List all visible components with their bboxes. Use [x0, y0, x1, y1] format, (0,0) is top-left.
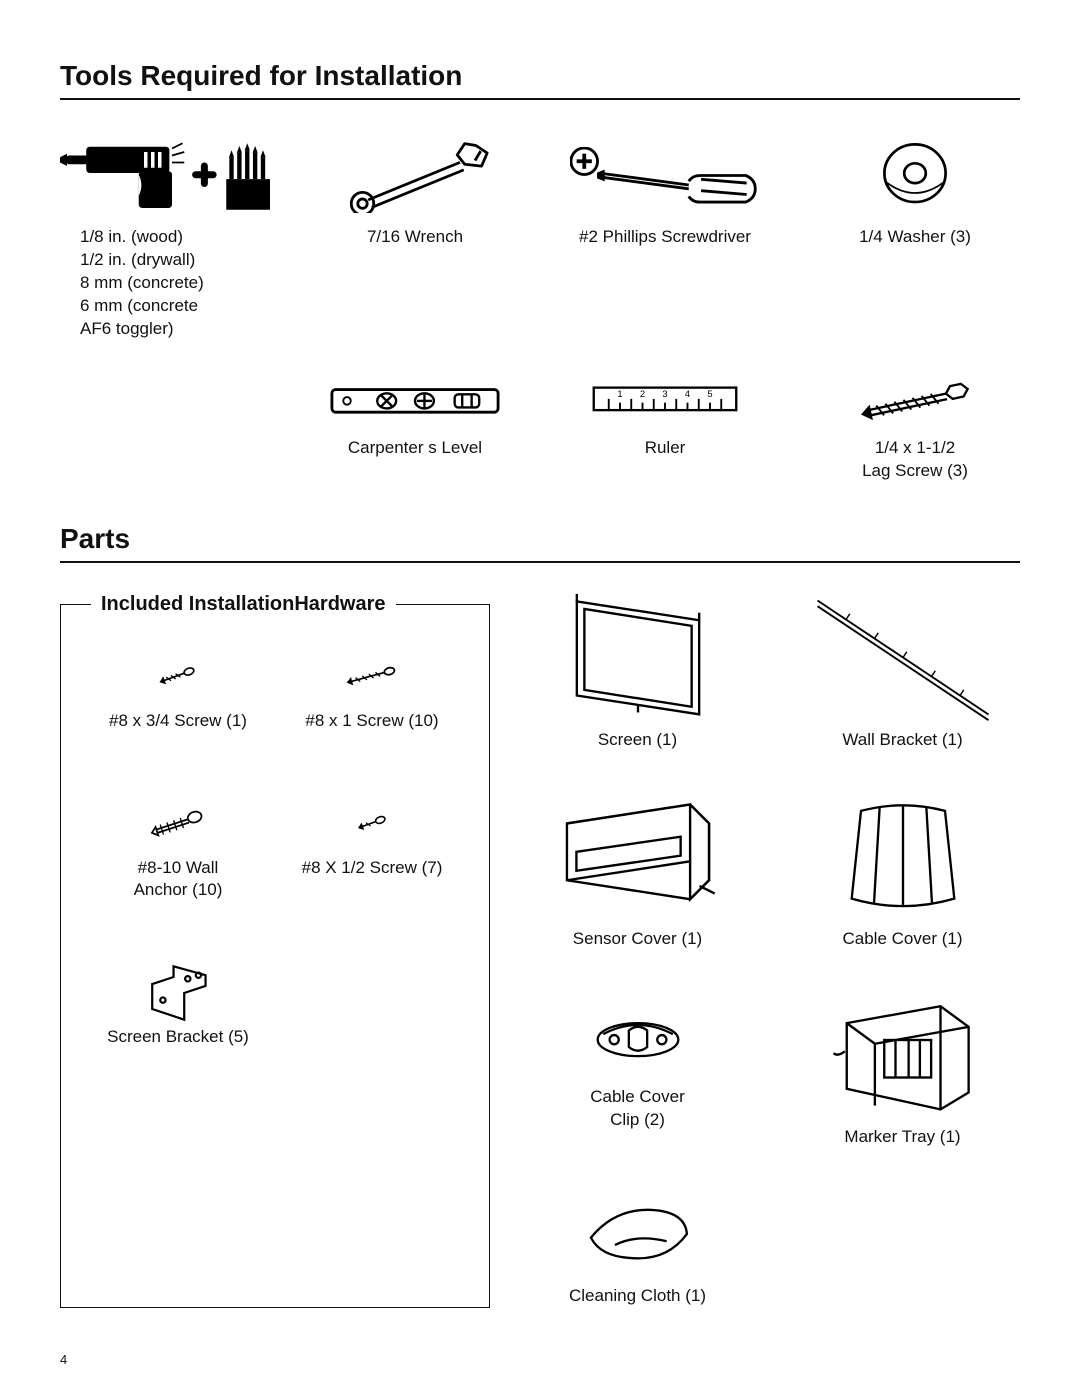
screen-icon	[520, 593, 755, 723]
part-clip: Cable CoverClip (2)	[520, 990, 755, 1149]
level-icon	[310, 371, 520, 431]
screw-icon	[285, 793, 459, 853]
hw-screw-short: #8 x 3/4 Screw (1)	[91, 646, 265, 733]
hw-screw-half: #8 X 1/2 Screw (7)	[285, 793, 459, 903]
tool-level: Carpenter s Level	[310, 371, 520, 483]
svg-text:1: 1	[617, 389, 622, 399]
washer-icon	[810, 130, 1020, 220]
part-cloth-label: Cleaning Cloth (1)	[520, 1285, 755, 1308]
lagscrew-icon	[810, 371, 1020, 431]
part-markertray: Marker Tray (1)	[785, 990, 1020, 1149]
svg-text:4: 4	[685, 389, 690, 399]
drill-icon	[60, 130, 270, 220]
part-screen: Screen (1)	[520, 593, 755, 752]
part-wallbracket: Wall Bracket (1)	[785, 593, 1020, 752]
hw-bracket: Screen Bracket (5)	[91, 962, 265, 1049]
screwdriver-icon	[560, 130, 770, 220]
part-wallbracket-label: Wall Bracket (1)	[785, 729, 1020, 752]
clip-icon	[520, 990, 755, 1080]
wrench-icon	[310, 130, 520, 220]
hardware-legend: Included InstallationHardware	[91, 593, 396, 616]
part-sensorcover: Sensor Cover (1)	[520, 792, 755, 951]
svg-text:2: 2	[640, 389, 645, 399]
tool-level-label: Carpenter s Level	[310, 437, 520, 460]
tool-screwdriver-label: #2 Phillips Screwdriver	[560, 226, 770, 249]
hw-label-1: #8 x 3/4 Screw (1)	[91, 710, 265, 733]
cablecover-icon	[785, 792, 1020, 922]
tool-washer-label: 1/4 Washer (3)	[810, 226, 1020, 249]
part-cloth: Cleaning Cloth (1)	[520, 1189, 755, 1308]
sensorcover-icon	[520, 792, 755, 922]
parts-area: Included InstallationHardware	[60, 593, 1020, 1309]
part-clip-label: Cable CoverClip (2)	[520, 1086, 755, 1132]
hw-anchor: #8-10 WallAnchor (10)	[91, 793, 265, 903]
part-sensorcover-label: Sensor Cover (1)	[520, 928, 755, 951]
tool-wrench-label: 7/16 Wrench	[310, 226, 520, 249]
manual-page: Tools Required for Installation	[0, 0, 1080, 1397]
hardware-fieldset: Included InstallationHardware	[60, 593, 490, 1309]
tool-wrench: 7/16 Wrench	[310, 130, 520, 341]
part-screen-label: Screen (1)	[520, 729, 755, 752]
tool-drill: 1/8 in. (wood)1/2 in. (drywall)8 mm (con…	[60, 130, 270, 341]
svg-text:3: 3	[662, 389, 667, 399]
tool-drill-label: 1/8 in. (wood)1/2 in. (drywall)8 mm (con…	[60, 226, 270, 341]
svg-text:5: 5	[707, 389, 712, 399]
screw-icon	[91, 646, 265, 706]
bracket-icon	[91, 962, 265, 1022]
parts-rule	[60, 561, 1020, 563]
hw-label-2: #8 x 1 Screw (10)	[285, 710, 459, 733]
page-number: 4	[60, 1352, 67, 1367]
cloth-icon	[520, 1189, 755, 1279]
hw-screw-long: #8 x 1 Screw (10)	[285, 646, 459, 733]
wallbracket-icon	[785, 593, 1020, 723]
parts-right-grid: Screen (1)	[520, 593, 1020, 1309]
hw-label-4: #8 X 1/2 Screw (7)	[285, 857, 459, 880]
tool-ruler-label: Ruler	[560, 437, 770, 460]
tools-rule	[60, 98, 1020, 100]
tool-screwdriver: #2 Phillips Screwdriver	[560, 130, 770, 341]
tool-washer: 1/4 Washer (3)	[810, 130, 1020, 341]
hw-label-3: #8-10 WallAnchor (10)	[91, 857, 265, 903]
tools-heading: Tools Required for Installation	[60, 60, 1020, 92]
parts-heading: Parts	[60, 523, 1020, 555]
part-markertray-label: Marker Tray (1)	[785, 1126, 1020, 1149]
screw-icon	[285, 646, 459, 706]
tool-lagscrew: 1/4 x 1-1/2Lag Screw (3)	[810, 371, 1020, 483]
tool-ruler: 1 2 3 4 5 Ruler	[560, 371, 770, 483]
wall-anchor-icon	[91, 793, 265, 853]
ruler-icon: 1 2 3 4 5	[560, 371, 770, 431]
hardware-grid: #8 x 3/4 Screw (1)	[91, 646, 459, 1050]
markertray-icon	[785, 990, 1020, 1120]
part-cablecover-label: Cable Cover (1)	[785, 928, 1020, 951]
part-cablecover: Cable Cover (1)	[785, 792, 1020, 951]
hw-label-5: Screen Bracket (5)	[91, 1026, 265, 1049]
tool-lagscrew-label: 1/4 x 1-1/2Lag Screw (3)	[810, 437, 1020, 483]
tools-grid: 1/8 in. (wood)1/2 in. (drywall)8 mm (con…	[60, 130, 1020, 483]
